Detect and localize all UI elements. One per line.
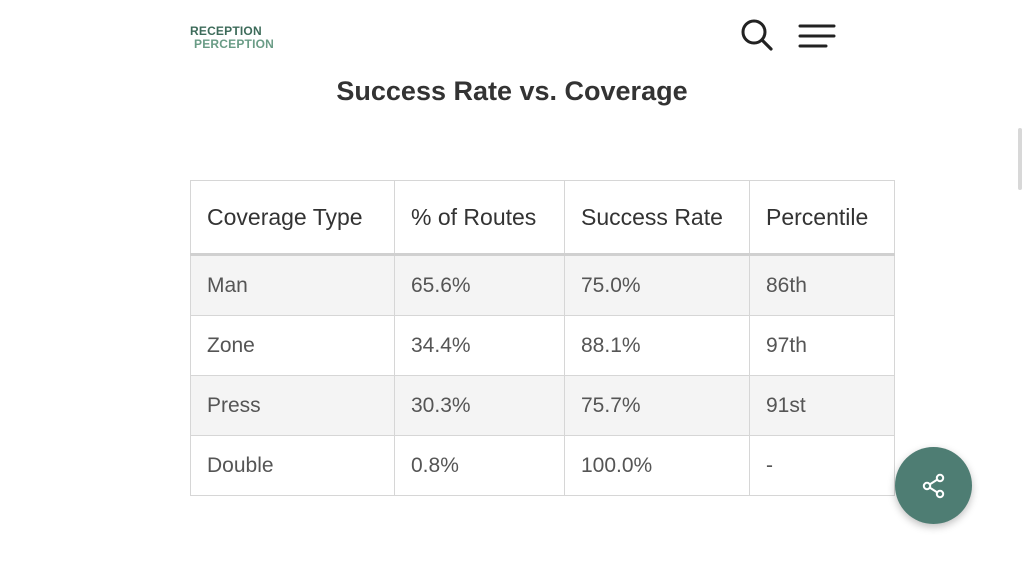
- column-header-success-rate: Success Rate: [564, 180, 750, 256]
- hamburger-menu-icon: [798, 24, 836, 48]
- search-icon: [741, 19, 773, 51]
- column-header-percentile: Percentile: [749, 180, 895, 256]
- table-cell-success-rate: 75.7%: [564, 375, 750, 436]
- table-cell-percent-routes: 0.8%: [394, 435, 565, 496]
- table-cell-percent-routes: 65.6%: [394, 254, 565, 316]
- share-button[interactable]: [895, 447, 972, 524]
- menu-button[interactable]: [798, 22, 836, 50]
- coverage-table: Coverage Type % of Routes Success Rate P…: [190, 180, 895, 496]
- table-row: Zone 34.4% 88.1% 97th: [190, 315, 895, 376]
- column-header-percent-routes: % of Routes: [394, 180, 565, 256]
- share-icon: [922, 473, 944, 498]
- table-cell-percent-routes: 34.4%: [394, 315, 565, 376]
- table-row: Double 0.8% 100.0% -: [190, 435, 895, 496]
- table-cell-coverage-type: Double: [190, 435, 395, 496]
- table-cell-percentile: 97th: [749, 315, 895, 376]
- coverage-table-container: Coverage Type % of Routes Success Rate P…: [190, 180, 895, 496]
- logo-text-perception: PERCEPTION: [194, 37, 275, 51]
- table-row: Press 30.3% 75.7% 91st: [190, 375, 895, 436]
- table-cell-coverage-type: Man: [190, 254, 395, 316]
- table-cell-success-rate: 100.0%: [564, 435, 750, 496]
- table-cell-percentile: -: [749, 435, 895, 496]
- table-cell-coverage-type: Zone: [190, 315, 395, 376]
- column-header-coverage-type: Coverage Type: [190, 180, 395, 256]
- site-logo[interactable]: RECEPTION PERCEPTION: [190, 18, 275, 58]
- search-button[interactable]: [740, 18, 774, 52]
- table-cell-percentile: 91st: [749, 375, 895, 436]
- table-cell-success-rate: 75.0%: [564, 254, 750, 316]
- table-header-row: Coverage Type % of Routes Success Rate P…: [190, 180, 895, 256]
- table-cell-percentile: 86th: [749, 254, 895, 316]
- table-cell-coverage-type: Press: [190, 375, 395, 436]
- table-cell-percent-routes: 30.3%: [394, 375, 565, 436]
- page-title: Success Rate vs. Coverage: [336, 76, 688, 106]
- logo-text-reception: RECEPTION: [190, 24, 262, 39]
- scrollbar-thumb[interactable]: [1018, 128, 1022, 190]
- table-cell-success-rate: 88.1%: [564, 315, 750, 376]
- table-row: Man 65.6% 75.0% 86th: [190, 254, 895, 316]
